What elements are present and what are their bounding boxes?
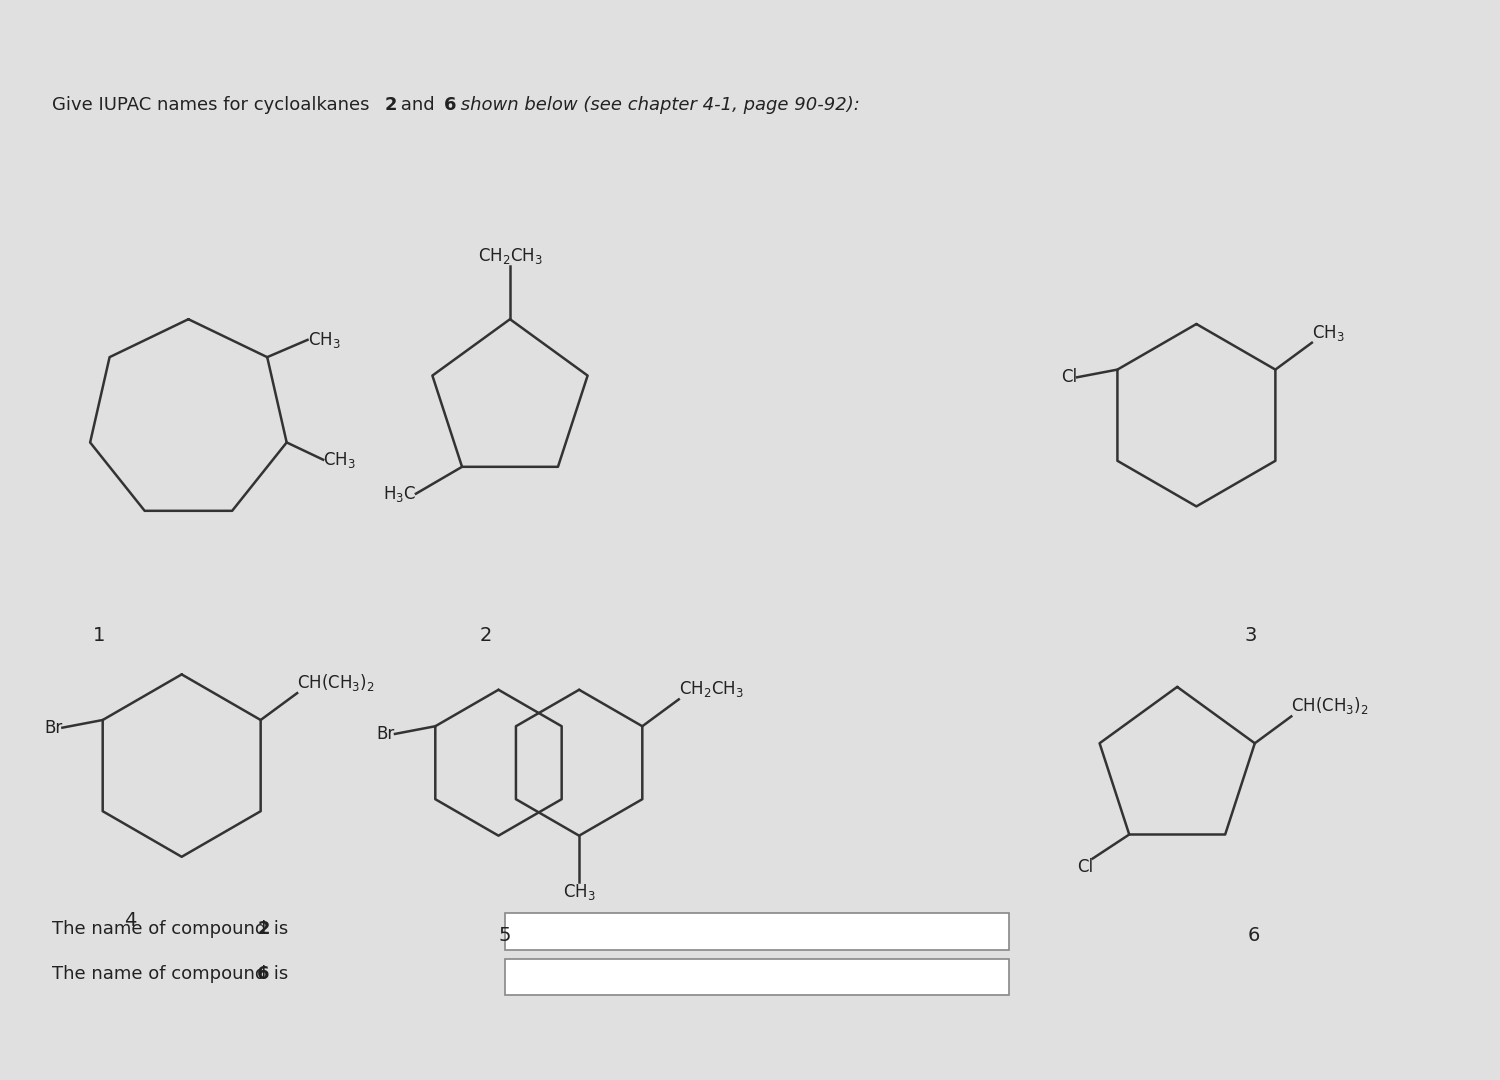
Text: $\mathsf{CH_3}$: $\mathsf{CH_3}$ xyxy=(1312,323,1344,342)
Text: $\mathsf{CH_3}$: $\mathsf{CH_3}$ xyxy=(562,881,596,902)
Text: Give IUPAC names for cycloalkanes: Give IUPAC names for cycloalkanes xyxy=(51,96,375,114)
Text: $\mathsf{CH_2CH_3}$: $\mathsf{CH_2CH_3}$ xyxy=(680,679,744,700)
Text: $\mathsf{H_3C}$: $\mathsf{H_3C}$ xyxy=(382,484,416,503)
FancyBboxPatch shape xyxy=(506,959,1010,995)
Text: $\mathsf{CH(CH_3)_2}$: $\mathsf{CH(CH_3)_2}$ xyxy=(1292,696,1370,716)
Text: $\mathsf{CH_3}$: $\mathsf{CH_3}$ xyxy=(322,449,356,470)
Text: 1: 1 xyxy=(93,625,105,645)
Text: 5: 5 xyxy=(498,927,512,945)
Text: Br: Br xyxy=(44,718,63,737)
Text: 6: 6 xyxy=(256,964,270,983)
Text: is: is xyxy=(267,920,288,937)
Text: 2: 2 xyxy=(256,920,270,937)
Text: is: is xyxy=(267,964,288,983)
FancyBboxPatch shape xyxy=(506,914,1010,950)
Text: Br: Br xyxy=(376,725,394,743)
Text: Cl: Cl xyxy=(1060,368,1077,387)
Text: 6: 6 xyxy=(1248,927,1260,945)
Text: $\mathsf{CH(CH_3)_2}$: $\mathsf{CH(CH_3)_2}$ xyxy=(297,672,375,693)
Text: shown below (see chapter 4-1, page 90-92):: shown below (see chapter 4-1, page 90-92… xyxy=(454,96,860,114)
Text: $\mathsf{CH_3}$: $\mathsf{CH_3}$ xyxy=(308,329,340,350)
Text: and: and xyxy=(394,96,441,114)
Text: 2: 2 xyxy=(480,625,492,645)
Text: $\mathsf{CH_2CH_3}$: $\mathsf{CH_2CH_3}$ xyxy=(477,246,543,267)
Text: The name of compound: The name of compound xyxy=(51,920,272,937)
Text: 6: 6 xyxy=(444,96,456,114)
Text: 2: 2 xyxy=(384,96,398,114)
Text: The name of compound: The name of compound xyxy=(51,964,272,983)
Text: 3: 3 xyxy=(1245,625,1257,645)
Text: Cl: Cl xyxy=(1077,859,1094,877)
Text: 4: 4 xyxy=(124,910,136,930)
